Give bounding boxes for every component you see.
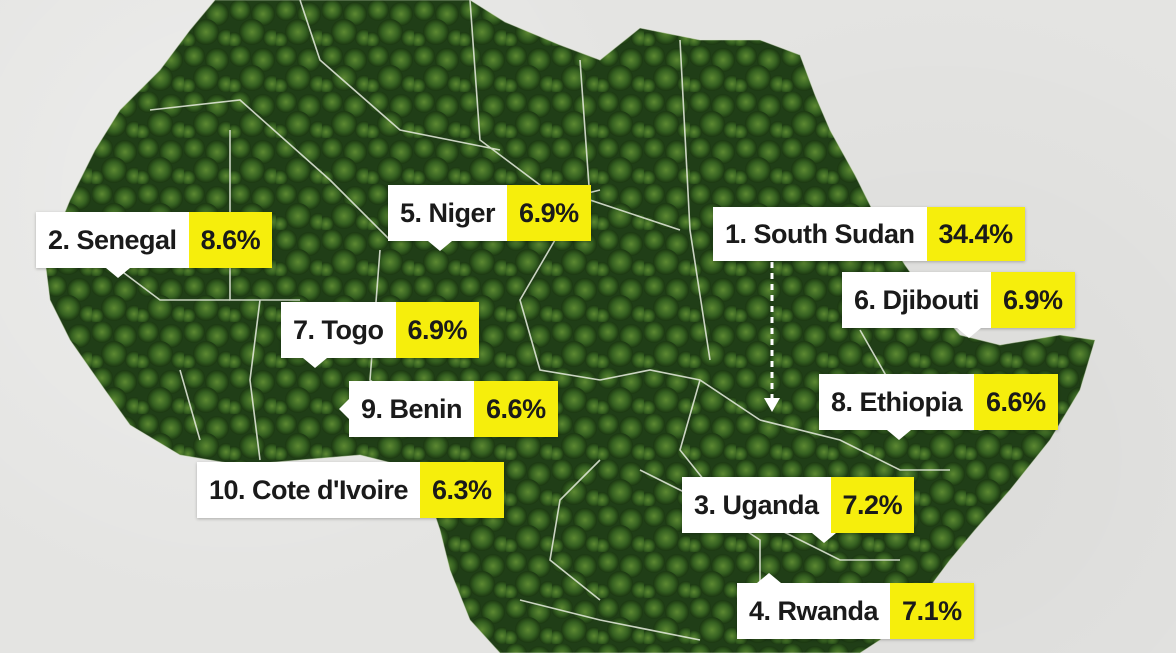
label-togo-name: 7. Togo [281,302,396,358]
label-south-sudan-name: 1. South Sudan [713,207,927,261]
label-benin: 9. Benin 6.6% [339,381,558,437]
label-uganda: 3. Uganda 7.2% [682,477,915,543]
label-uganda-name: 3. Uganda [682,477,831,533]
label-benin-tail [339,397,351,421]
label-ethiopia: 8. Ethiopia 6.6% [819,374,1058,440]
label-togo-tail [303,358,327,368]
label-south-sudan: 1. South Sudan 34.4% [713,207,1025,261]
label-niger-value: 6.9% [507,185,591,241]
label-rwanda: 4. Rwanda 7.1% [737,573,974,639]
label-djibouti-name: 6. Djibouti [842,272,991,328]
label-senegal-name: 2. Senegal [36,212,189,268]
label-rwanda-value: 7.1% [890,583,974,639]
label-senegal-value: 8.6% [188,212,273,268]
label-togo: 7. Togo 6.9% [281,302,480,368]
label-cote-divoire-value: 6.3% [419,462,504,518]
label-togo-value: 6.9% [395,302,480,358]
label-benin-name: 9. Benin [349,381,475,437]
label-rwanda-tail [757,573,781,583]
label-niger-tail [428,241,452,251]
label-uganda-tail [812,533,836,543]
label-south-sudan-value: 34.4% [926,207,1025,261]
label-rwanda-name: 4. Rwanda [737,583,891,639]
label-ethiopia-value: 6.6% [974,374,1058,430]
label-benin-value: 6.6% [474,381,558,437]
pointer-arrow [764,262,780,412]
label-djibouti: 6. Djibouti 6.9% [842,272,1075,338]
label-senegal: 2. Senegal 8.6% [36,212,273,278]
label-senegal-tail [106,268,130,278]
label-ethiopia-name: 8. Ethiopia [819,374,975,430]
label-cote-divoire: 10. Cote d'Ivoire 6.3% [197,462,504,518]
label-niger: 5. Niger 6.9% [388,185,591,251]
label-uganda-value: 7.2% [830,477,915,533]
label-niger-name: 5. Niger [388,185,508,241]
label-djibouti-tail [957,328,981,338]
label-ethiopia-tail [887,430,911,440]
label-cote-divoire-name: 10. Cote d'Ivoire [197,462,420,518]
label-djibouti-value: 6.9% [991,272,1075,328]
